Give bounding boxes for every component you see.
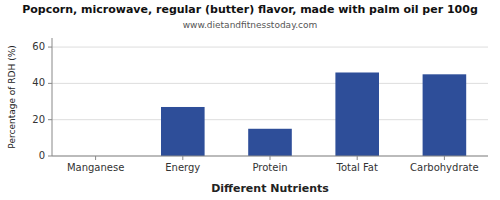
x-tick-label: Total Fat [335,162,377,173]
x-tick-label: Protein [252,162,287,173]
y-tick [48,83,52,84]
grid-line [52,47,488,48]
y-axis-label: Percentage of RDH (%) [7,45,17,148]
y-axis-line [52,38,53,156]
subtitle: www.dietandfitnesstoday.com [183,20,318,30]
y-tick [48,119,52,120]
y-tick-label: 0 [39,150,45,161]
background [0,0,500,200]
x-tick-label: Carbohydrate [410,162,479,173]
x-tick [182,156,183,160]
y-tick-label: 60 [32,41,45,52]
x-tick [270,156,271,160]
x-axis: Manganese Energy Protein Total Fat Carbohydr… [67,156,479,173]
bar [423,74,467,156]
y-tick-label: 20 [32,114,45,125]
x-tick [357,156,358,160]
y-tick-label: 40 [32,77,45,88]
bars [161,72,466,156]
x-tick-label: Energy [165,162,200,173]
y-tick [48,47,52,48]
bar [161,107,205,156]
chart-container: 0 20 40 60 Manganese Energy Protein Total Fat Ca… [0,0,500,200]
y-axis: 0 20 40 60 [32,41,488,161]
y-tick [48,156,52,157]
bar [248,129,292,156]
x-axis-label: Different Nutrients [211,182,329,195]
x-tick [444,156,445,160]
chart: 0 20 40 60 Manganese Energy Protein Total Fat Ca… [0,0,500,200]
bar [335,72,379,156]
title: Popcorn, microwave, regular (butter) fla… [22,3,478,16]
x-tick [95,156,96,160]
x-tick-label: Manganese [67,162,124,173]
